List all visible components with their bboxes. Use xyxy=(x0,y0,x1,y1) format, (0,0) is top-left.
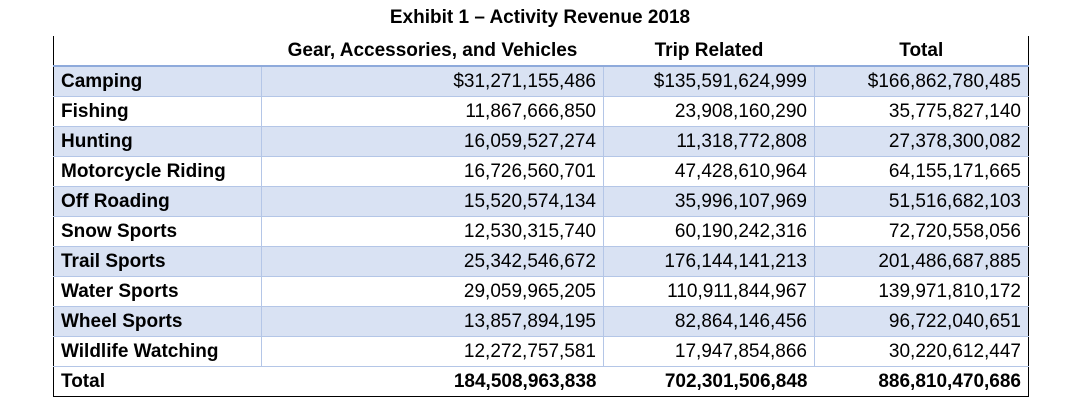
row-gear: 13,857,894,195 xyxy=(261,306,604,337)
table-row: Water Sports 29,059,965,205 110,911,844,96… xyxy=(53,276,1029,307)
header-trip: Trip Related xyxy=(603,36,815,67)
row-label: Motorcycle Riding xyxy=(53,156,262,187)
header-total: Total xyxy=(814,36,1029,67)
totals-row: Total 184,508,963,838 702,301,506,848 88… xyxy=(53,366,1029,397)
row-total: 96,722,040,651 xyxy=(814,306,1029,337)
row-gear: 12,272,757,581 xyxy=(261,336,604,367)
table-row: Off Roading 15,520,574,134 35,996,107,969 5… xyxy=(53,186,1029,217)
header-row: Gear, Accessories, and Vehicles Trip Rel… xyxy=(53,36,1029,67)
activity-revenue-table: Gear, Accessories, and Vehicles Trip Rel… xyxy=(53,36,1029,397)
row-trip: 23,908,160,290 xyxy=(603,96,815,127)
row-total: 201,486,687,885 xyxy=(814,246,1029,277)
totals-label: Total xyxy=(53,366,262,397)
table-row: Camping $31,271,155,486 $135,591,624,999 $1… xyxy=(53,66,1029,97)
totals-total: 886,810,470,686 xyxy=(814,366,1029,397)
row-total: 35,775,827,140 xyxy=(814,96,1029,127)
row-trip: 110,911,844,967 xyxy=(603,276,815,307)
row-label: Fishing xyxy=(53,96,262,127)
row-trip: 35,996,107,969 xyxy=(603,186,815,217)
row-total: 27,378,300,082 xyxy=(814,126,1029,157)
exhibit-title: Exhibit 1 – Activity Revenue 2018 xyxy=(389,7,691,28)
row-gear: 16,726,560,701 xyxy=(261,156,604,187)
row-trip: $135,591,624,999 xyxy=(603,66,815,97)
row-gear: 16,059,527,274 xyxy=(261,126,604,157)
totals-trip: 702,301,506,848 xyxy=(603,366,815,397)
totals-gear: 184,508,963,838 xyxy=(261,366,604,397)
row-label: Wheel Sports xyxy=(53,306,262,337)
row-label: Trail Sports xyxy=(53,246,262,277)
row-total: 64,155,171,665 xyxy=(814,156,1029,187)
row-gear: 15,520,574,134 xyxy=(261,186,604,217)
row-total: $166,862,780,485 xyxy=(814,66,1029,97)
row-gear: $31,271,155,486 xyxy=(261,66,604,97)
table-row: Motorcycle Riding 16,726,560,701 47,428,61… xyxy=(53,156,1029,187)
header-gear: Gear, Accessories, and Vehicles xyxy=(261,36,604,67)
table-row: Wheel Sports 13,857,894,195 82,864,146,456… xyxy=(53,306,1029,337)
row-trip: 82,864,146,456 xyxy=(603,306,815,337)
row-gear: 12,530,315,740 xyxy=(261,216,604,247)
row-label: Off Roading xyxy=(53,186,262,217)
row-label: Hunting xyxy=(53,126,262,157)
row-trip: 176,144,141,213 xyxy=(603,246,815,277)
table-row: Hunting 16,059,527,274 11,318,772,808 27,37… xyxy=(53,126,1029,157)
row-trip: 11,318,772,808 xyxy=(603,126,815,157)
row-total: 30,220,612,447 xyxy=(814,336,1029,367)
table-row: Snow Sports 12,530,315,740 60,190,242,316 7… xyxy=(53,216,1029,247)
row-trip: 17,947,854,866 xyxy=(603,336,815,367)
row-label: Wildlife Watching xyxy=(53,336,262,367)
header-activity xyxy=(53,36,262,67)
row-trip: 60,190,242,316 xyxy=(603,216,815,247)
row-label: Water Sports xyxy=(53,276,262,307)
row-total: 139,971,810,172 xyxy=(814,276,1029,307)
table-row: Trail Sports 25,342,546,672 176,144,141,21… xyxy=(53,246,1029,277)
table-row: Wildlife Watching 12,272,757,581 17,947,85… xyxy=(53,336,1029,367)
row-label: Snow Sports xyxy=(53,216,262,247)
row-total: 72,720,558,056 xyxy=(814,216,1029,247)
row-total: 51,516,682,103 xyxy=(814,186,1029,217)
row-gear: 29,059,965,205 xyxy=(261,276,604,307)
row-gear: 25,342,546,672 xyxy=(261,246,604,277)
table-row: Fishing 11,867,666,850 23,908,160,290 35,77… xyxy=(53,96,1029,127)
row-trip: 47,428,610,964 xyxy=(603,156,815,187)
row-label: Camping xyxy=(53,66,262,97)
row-gear: 11,867,666,850 xyxy=(261,96,604,127)
